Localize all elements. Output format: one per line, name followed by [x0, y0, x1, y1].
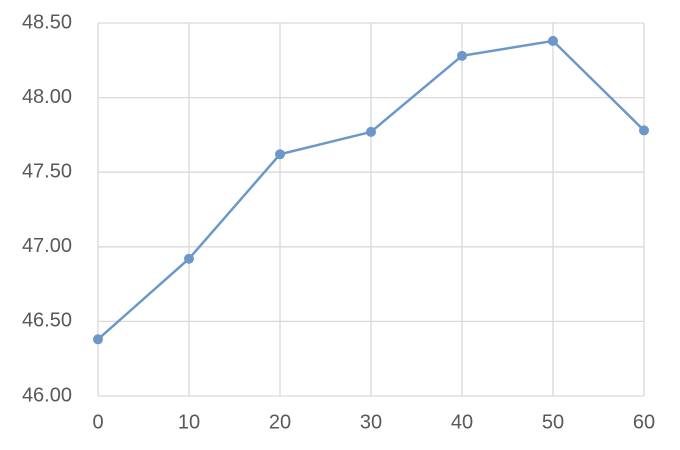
data-point [275, 149, 285, 160]
y-tick-label: 47.00 [22, 235, 72, 257]
y-tick-label: 46.00 [22, 384, 72, 406]
data-point [93, 334, 103, 345]
y-tick-label: 48.50 [22, 11, 72, 33]
x-tick-label: 10 [178, 411, 200, 433]
data-point [457, 50, 467, 61]
data-point [184, 253, 194, 264]
x-tick-label: 0 [92, 411, 103, 433]
data-point [548, 35, 558, 46]
x-tick-label: 30 [360, 411, 382, 433]
y-tick-label: 48.00 [22, 86, 72, 108]
y-tick-label: 46.50 [22, 310, 72, 332]
x-tick-label: 40 [451, 411, 473, 433]
y-tick-label: 47.50 [22, 160, 72, 182]
x-tick-label: 20 [269, 411, 291, 433]
x-tick-label: 50 [542, 411, 564, 433]
data-point [366, 126, 376, 137]
data-point [639, 125, 649, 136]
x-tick-label: 60 [633, 411, 655, 433]
